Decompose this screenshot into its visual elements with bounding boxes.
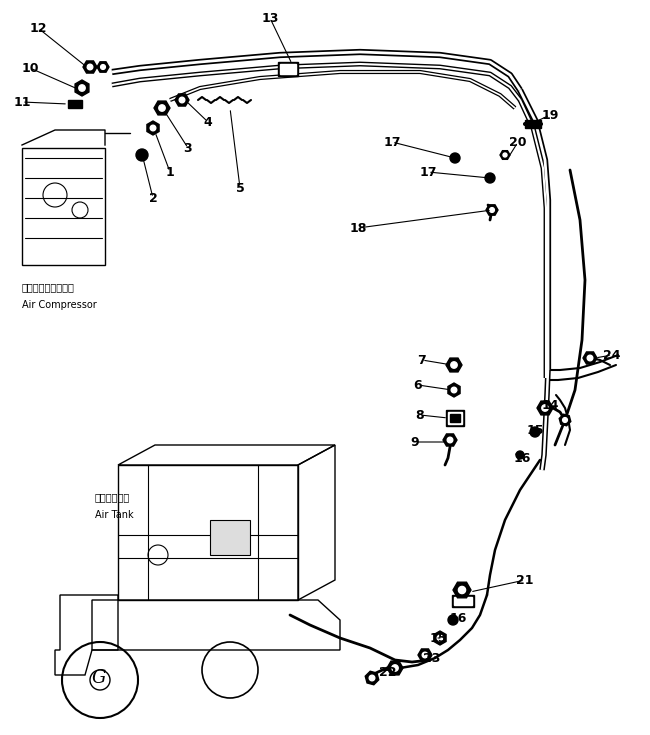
Bar (525, 120, 541, 128)
Text: 18: 18 (349, 221, 367, 234)
Polygon shape (83, 61, 97, 73)
Polygon shape (154, 101, 170, 115)
Bar (450, 414, 460, 422)
Text: Air Tank: Air Tank (95, 510, 134, 520)
Polygon shape (447, 437, 453, 442)
Text: エアータンク: エアータンク (95, 492, 130, 502)
Polygon shape (387, 661, 403, 675)
Text: 12: 12 (29, 21, 47, 35)
Text: 7: 7 (417, 354, 426, 367)
Text: 2: 2 (149, 192, 157, 204)
Polygon shape (451, 387, 457, 392)
Polygon shape (453, 582, 471, 598)
Polygon shape (434, 631, 446, 645)
Text: 3: 3 (184, 142, 192, 154)
Text: 11: 11 (13, 96, 31, 109)
Polygon shape (443, 434, 457, 446)
Text: 22: 22 (379, 665, 396, 678)
Text: 4: 4 (203, 115, 213, 129)
Polygon shape (369, 675, 375, 681)
Text: 19: 19 (541, 109, 559, 121)
Polygon shape (503, 153, 507, 157)
Polygon shape (175, 94, 189, 106)
Text: Air Compressor: Air Compressor (22, 300, 97, 310)
Bar (278, 62, 298, 76)
Polygon shape (97, 62, 109, 72)
Polygon shape (448, 383, 460, 397)
Text: 16: 16 (449, 612, 467, 625)
Bar (68, 100, 82, 108)
Text: 20: 20 (509, 135, 527, 148)
Polygon shape (542, 405, 548, 411)
Polygon shape (486, 205, 498, 215)
Polygon shape (87, 64, 93, 70)
Bar (454, 597, 472, 605)
Bar (452, 595, 474, 607)
Polygon shape (159, 105, 165, 111)
Text: 14: 14 (541, 398, 559, 412)
Text: エアーコンプレッサ: エアーコンプレッサ (22, 282, 75, 292)
Text: 15: 15 (526, 423, 544, 437)
Text: G: G (92, 669, 107, 687)
Polygon shape (365, 671, 379, 685)
Polygon shape (559, 415, 571, 426)
Bar (446, 410, 464, 426)
Text: 6: 6 (413, 379, 423, 392)
Polygon shape (418, 649, 432, 661)
Text: 5: 5 (235, 182, 244, 195)
Circle shape (448, 615, 458, 625)
Bar (280, 64, 296, 74)
Polygon shape (587, 355, 593, 361)
Polygon shape (422, 652, 428, 658)
Circle shape (516, 451, 524, 459)
Text: 23: 23 (423, 651, 441, 664)
Text: 15: 15 (429, 631, 447, 645)
Polygon shape (179, 97, 185, 103)
Bar (448, 412, 462, 424)
Polygon shape (451, 362, 457, 368)
Polygon shape (150, 125, 156, 131)
Text: 13: 13 (261, 12, 279, 24)
Polygon shape (75, 80, 89, 96)
Text: 17: 17 (419, 165, 437, 179)
Text: 1: 1 (166, 165, 174, 179)
Polygon shape (101, 65, 105, 69)
Polygon shape (563, 417, 567, 423)
Polygon shape (537, 401, 553, 415)
Text: 8: 8 (416, 409, 424, 421)
Polygon shape (500, 151, 510, 159)
Circle shape (136, 149, 148, 161)
Polygon shape (458, 587, 465, 594)
Polygon shape (147, 121, 159, 135)
Polygon shape (583, 352, 597, 364)
Text: 17: 17 (384, 135, 401, 148)
Circle shape (485, 173, 495, 183)
Text: 9: 9 (411, 436, 419, 448)
Polygon shape (392, 664, 398, 671)
Text: 16: 16 (514, 451, 530, 465)
Text: 24: 24 (603, 348, 621, 362)
Polygon shape (437, 635, 443, 641)
Polygon shape (79, 85, 85, 91)
Text: 21: 21 (516, 573, 534, 587)
Polygon shape (446, 358, 462, 372)
Text: 10: 10 (21, 62, 39, 74)
Polygon shape (489, 207, 495, 212)
Circle shape (450, 153, 460, 163)
Bar (210, 520, 250, 555)
Circle shape (530, 427, 540, 437)
